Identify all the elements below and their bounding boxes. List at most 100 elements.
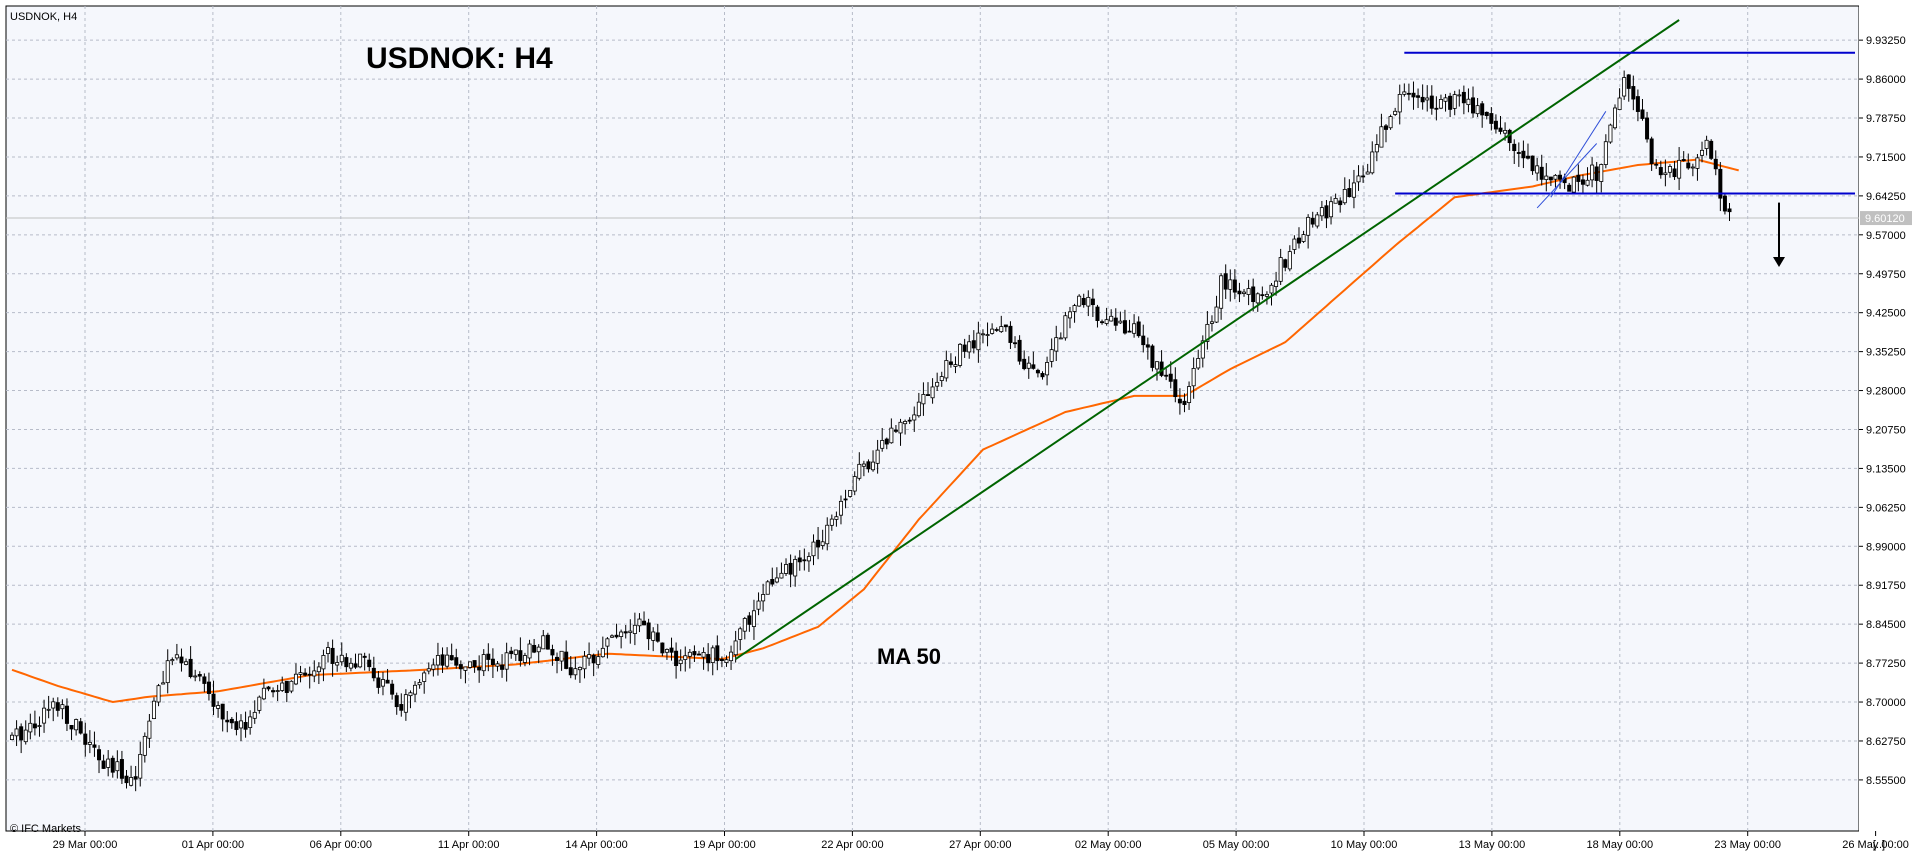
candle-body bbox=[1718, 168, 1723, 199]
candle-body bbox=[632, 624, 637, 634]
candle-body bbox=[1608, 124, 1613, 143]
candle-body bbox=[1168, 373, 1173, 382]
candle-body bbox=[1585, 179, 1590, 186]
candle-body bbox=[770, 579, 775, 585]
candle-body bbox=[147, 720, 152, 739]
candle-body bbox=[664, 649, 669, 653]
candle-body bbox=[1558, 174, 1563, 180]
candle-body bbox=[577, 666, 582, 671]
candle-body bbox=[646, 622, 651, 640]
candle-body bbox=[339, 654, 344, 663]
candle-body bbox=[1631, 86, 1636, 100]
candle-body bbox=[806, 556, 811, 562]
candle-body bbox=[1663, 172, 1668, 175]
candle-body bbox=[1654, 163, 1659, 166]
candle-body bbox=[142, 735, 147, 756]
candle-body bbox=[1063, 315, 1068, 339]
candle-body bbox=[1054, 337, 1059, 352]
candle-body bbox=[449, 655, 454, 661]
candle-body bbox=[889, 427, 894, 444]
candle-body bbox=[1237, 290, 1242, 295]
candle-body bbox=[403, 694, 408, 713]
x-tick-label: 23 May 00:00 bbox=[1714, 839, 1781, 851]
candle-body bbox=[591, 654, 596, 664]
candle-body bbox=[477, 666, 482, 671]
candle-body bbox=[852, 476, 857, 492]
candle-body bbox=[289, 680, 294, 692]
candle-body bbox=[1722, 195, 1727, 212]
candle-body bbox=[165, 660, 170, 684]
candle-body bbox=[504, 652, 509, 670]
candle-body bbox=[1567, 184, 1572, 192]
candle-body bbox=[1535, 165, 1540, 174]
candle-body bbox=[1617, 97, 1622, 110]
candle-body bbox=[509, 650, 514, 655]
candle-body bbox=[953, 364, 958, 367]
y-tick-label: 9.42500 bbox=[1866, 308, 1906, 320]
candle-body bbox=[106, 758, 111, 768]
candle-body bbox=[820, 541, 825, 546]
candle-body bbox=[994, 329, 999, 331]
candle-body bbox=[564, 651, 569, 669]
candle-body bbox=[1035, 369, 1040, 374]
candle-body bbox=[559, 650, 564, 662]
candle-body bbox=[550, 649, 555, 656]
candle-body bbox=[1553, 174, 1558, 180]
candle-body bbox=[1539, 166, 1544, 180]
candle-body bbox=[916, 401, 921, 417]
candle-body bbox=[825, 524, 830, 545]
candle-body bbox=[1356, 175, 1361, 183]
candle-body bbox=[541, 635, 546, 650]
candle-body bbox=[838, 500, 843, 516]
candle-body bbox=[655, 632, 660, 642]
candle-body bbox=[1658, 167, 1663, 176]
candle-body bbox=[42, 707, 47, 724]
candle-body bbox=[335, 662, 340, 666]
candle-body bbox=[1544, 175, 1549, 180]
candle-body bbox=[555, 656, 560, 661]
candle-body bbox=[1393, 110, 1398, 115]
candle-body bbox=[486, 653, 491, 660]
x-tick-label: 19 Apr 00:00 bbox=[693, 839, 755, 851]
candle-body bbox=[1283, 259, 1288, 268]
candle-body bbox=[119, 759, 124, 779]
candle-body bbox=[1086, 296, 1091, 307]
candle-body bbox=[573, 668, 578, 676]
candle-body bbox=[1338, 200, 1343, 206]
candle-body bbox=[751, 610, 756, 627]
candle-body bbox=[1503, 130, 1508, 134]
candle-body bbox=[779, 572, 784, 579]
candle-body bbox=[358, 653, 363, 668]
candle-body bbox=[234, 721, 239, 730]
candle-body bbox=[1067, 311, 1072, 319]
candle-body bbox=[1443, 97, 1448, 102]
current-price-tag bbox=[1860, 211, 1912, 226]
candle-body bbox=[353, 663, 358, 668]
ma50-series bbox=[11, 158, 1739, 704]
candle-body bbox=[312, 670, 317, 677]
candle-body bbox=[64, 705, 69, 724]
candle-body bbox=[1081, 297, 1086, 306]
candle-body bbox=[958, 343, 963, 366]
y-tick-label: 9.86000 bbox=[1866, 74, 1906, 86]
candle-body bbox=[271, 690, 276, 693]
x-tick-label: 26 May 00:00 bbox=[1842, 839, 1909, 851]
candle-body bbox=[161, 682, 166, 685]
x-tick-label: 29 Mar 00:00 bbox=[53, 839, 118, 851]
candle-body bbox=[1122, 320, 1127, 334]
candle-body bbox=[238, 720, 243, 729]
candle-body bbox=[1645, 117, 1650, 140]
candle-body bbox=[1466, 98, 1471, 106]
candle-body bbox=[1361, 175, 1366, 178]
candle-body bbox=[1026, 362, 1031, 369]
candle-body bbox=[1022, 358, 1027, 370]
candle-body bbox=[967, 341, 972, 353]
candle-body bbox=[784, 564, 789, 574]
candle-body bbox=[298, 672, 303, 675]
candle-body bbox=[97, 749, 102, 761]
candle-body bbox=[1333, 198, 1338, 204]
y-tick-label: 9.20750 bbox=[1866, 424, 1906, 436]
candle-body bbox=[500, 664, 505, 670]
candle-body bbox=[1681, 159, 1686, 162]
